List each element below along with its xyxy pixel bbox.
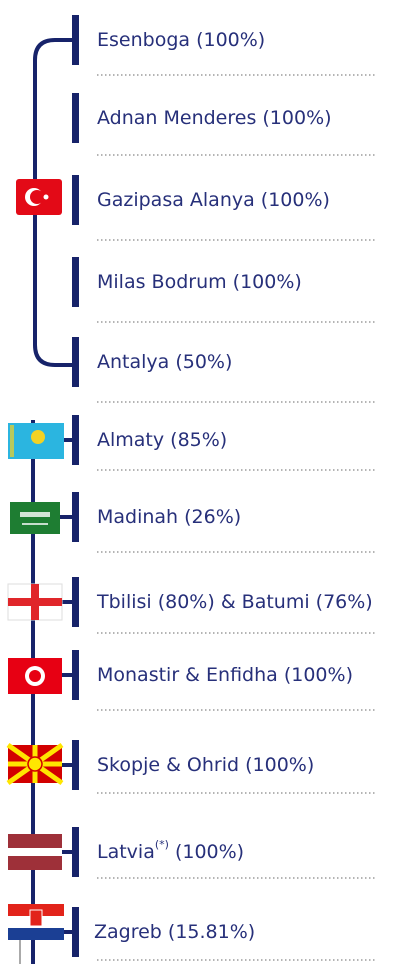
item-label: Antalya (50%) xyxy=(97,351,232,373)
item-bar xyxy=(72,740,79,790)
item-label: Latvia(*) (100%) xyxy=(97,838,244,863)
flag-turkey xyxy=(16,179,62,215)
item-label: Adnan Menderes (100%) xyxy=(97,107,332,129)
label-text: Latvia xyxy=(97,841,155,863)
item-bar xyxy=(72,337,79,387)
flag-georgia xyxy=(7,583,63,621)
item-bar xyxy=(72,827,79,877)
item-label: Skopje & Ohrid (100%) xyxy=(97,754,314,776)
flag-tunisia xyxy=(8,658,62,694)
item-label: Gazipasa Alanya (100%) xyxy=(97,189,330,211)
label-text: Skopje & Ohrid (100%) xyxy=(97,754,314,776)
label-text: Tbilisi (80%) & Batumi (76%) xyxy=(96,591,373,613)
item-bar xyxy=(72,907,79,957)
label-text: Monastir & Enfidha (100%) xyxy=(97,664,353,686)
label-rest: (100%) xyxy=(175,841,244,863)
label-text: Almaty (85%) xyxy=(97,429,227,451)
item-label: Almaty (85%) xyxy=(97,429,227,451)
flags xyxy=(6,179,64,940)
item-bar xyxy=(72,577,79,627)
item-bar xyxy=(72,650,79,700)
label-text: Zagreb (15.81%) xyxy=(94,921,255,943)
item-bar xyxy=(72,492,79,542)
item-bar xyxy=(72,93,79,143)
flag-croatia xyxy=(8,904,64,940)
label-note: (*) xyxy=(155,838,169,851)
flag-latvia xyxy=(8,834,62,870)
item-label: Esenboga (100%) xyxy=(97,29,265,51)
item-label: Madinah (26%) xyxy=(97,506,241,528)
label-text: Milas Bodrum (100%) xyxy=(97,271,302,293)
label-text: Esenboga (100%) xyxy=(97,29,265,51)
item-label: Tbilisi (80%) & Batumi (76%) xyxy=(96,591,373,613)
item-bar xyxy=(72,175,79,225)
item-label: Monastir & Enfidha (100%) xyxy=(97,664,353,686)
flag-saudi xyxy=(10,502,60,534)
item-bar xyxy=(72,15,79,65)
item-label: Zagreb (15.81%) xyxy=(94,921,255,943)
label-text: Antalya (50%) xyxy=(97,351,232,373)
flag-kazakhstan xyxy=(8,423,64,459)
item-bar xyxy=(72,257,79,307)
flag-macedonia xyxy=(6,742,64,786)
item-bar xyxy=(72,415,79,465)
item-label: Milas Bodrum (100%) xyxy=(97,271,302,293)
label-text: Gazipasa Alanya (100%) xyxy=(97,189,330,211)
label-text: Adnan Menderes (100%) xyxy=(97,107,332,129)
label-text: Madinah (26%) xyxy=(97,506,241,528)
